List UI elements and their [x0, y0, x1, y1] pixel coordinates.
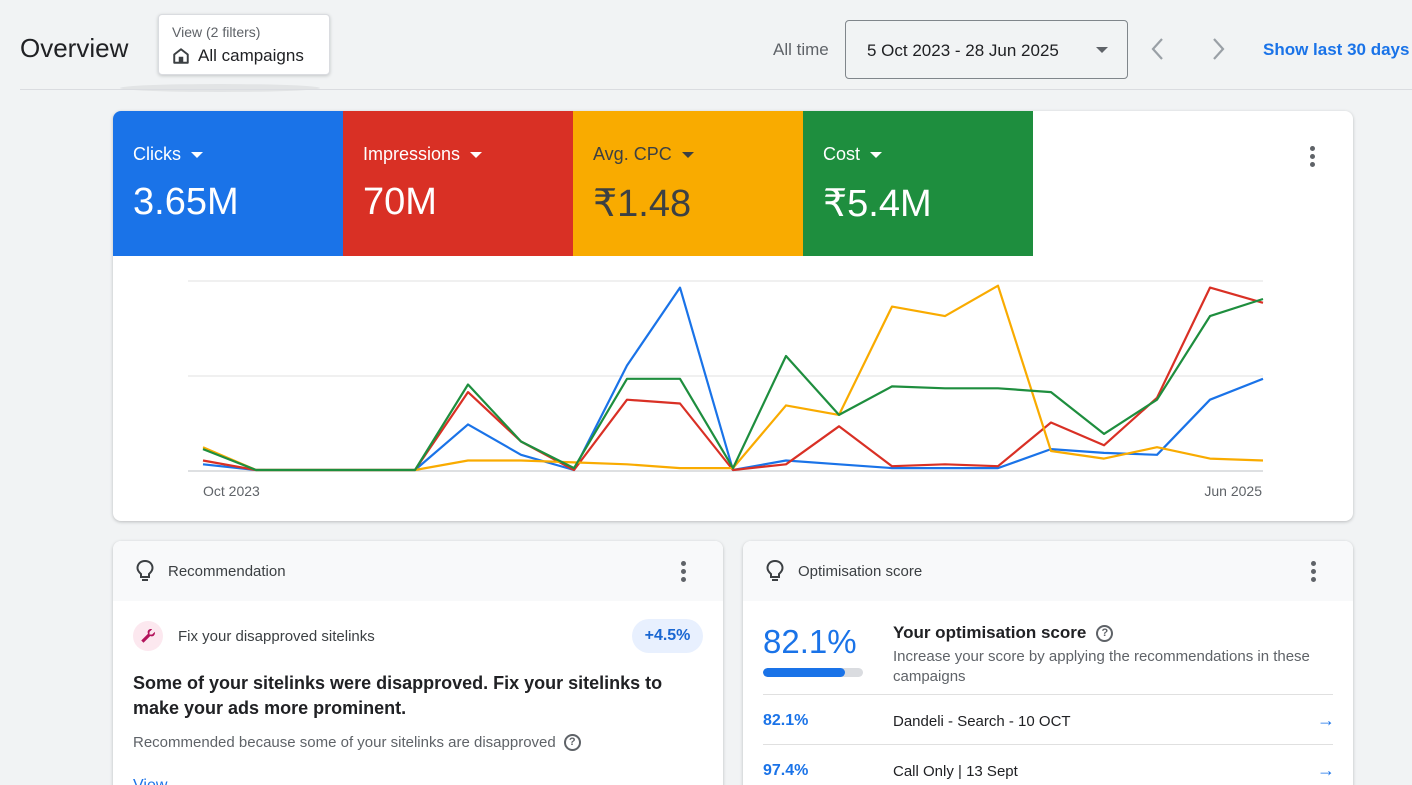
recommendation-headline: Some of your sitelinks were disapproved.… [133, 673, 663, 718]
metric-value: ₹1.48 [593, 183, 692, 225]
dropdown-caret-icon [470, 151, 483, 158]
page-title: Overview [20, 33, 129, 63]
all-time-label: All time [773, 40, 829, 59]
score-uplift-badge: +4.5% [632, 619, 703, 653]
more-options-icon[interactable] [681, 561, 687, 585]
metric-tile-impressions[interactable]: Impressions 70M [343, 111, 573, 256]
show-last-30-days-link[interactable]: Show last 30 days [1263, 40, 1410, 59]
your-score-title: Your optimisation score ? [893, 623, 1114, 643]
metric-label: Cost [823, 144, 883, 165]
date-range-text: 5 Oct 2023 - 28 Jun 2025 [867, 41, 1059, 60]
metric-label: Clicks [133, 144, 203, 165]
metric-tile-cost[interactable]: Cost ₹5.4M [803, 111, 1033, 256]
view-campaigns-label: All campaigns [198, 46, 304, 65]
card-header: Optimisation score [743, 541, 1353, 601]
more-options-icon[interactable] [1311, 561, 1317, 585]
dropdown-caret-icon [191, 151, 203, 158]
series-line-impressions [202, 286, 1264, 472]
view-main: All campaigns [172, 46, 304, 66]
view-filter-count: View (2 filters) [172, 24, 261, 40]
chevron-left-icon[interactable] [1146, 36, 1170, 62]
dropdown-caret-icon [1096, 47, 1108, 53]
date-range-picker[interactable]: 5 Oct 2023 - 28 Jun 2025 [845, 20, 1128, 79]
series-line-clicks [202, 286, 1264, 472]
row-divider [763, 744, 1333, 745]
optimisation-description: Increase your score by applying the reco… [893, 648, 1310, 685]
optimisation-score-card: Optimisation score 82.1% Your optimisati… [743, 541, 1353, 785]
help-icon[interactable]: ? [1096, 624, 1114, 642]
view-shadow [120, 84, 320, 92]
x-axis-start-label: Oct 2023 [203, 483, 260, 499]
recommendation-item-title: Fix your disapproved sitelinks [178, 628, 375, 645]
series-line-cost [202, 297, 1264, 472]
view-recommendation-link[interactable]: View [133, 777, 167, 785]
campaign-name[interactable]: Call Only | 13 Sept [893, 763, 1018, 780]
card-header: Recommendation [113, 541, 723, 601]
optimisation-score-bar-fill [763, 668, 846, 677]
metric-tile-avg-cpc[interactable]: Avg. CPC ₹1.48 [573, 111, 803, 256]
lightbulb-icon [766, 559, 784, 581]
campaign-score: 97.4% [763, 762, 809, 779]
series-line-avg-cpc [202, 284, 1264, 472]
dropdown-caret-icon [681, 151, 694, 158]
performance-chart-card: Clicks 3.65M Impressions 70M Avg. CPC ₹1… [113, 111, 1353, 521]
arrow-right-icon[interactable]: → [1317, 710, 1335, 730]
campaign-score: 82.1% [763, 712, 809, 729]
metric-value: 3.65M [133, 181, 239, 223]
chevron-right-icon[interactable] [1206, 36, 1230, 62]
card-title: Optimisation score [798, 563, 923, 580]
campaign-view-selector[interactable]: View (2 filters) All campaigns [158, 14, 330, 75]
metric-label: Avg. CPC [593, 144, 694, 165]
card-title: Recommendation [168, 563, 286, 580]
arrow-right-icon[interactable]: → [1317, 760, 1335, 780]
metric-value: 70M [363, 181, 437, 223]
performance-line-chart: Oct 2023 Jun 2025 [188, 280, 1264, 499]
optimisation-score-bar [763, 668, 863, 677]
x-axis-end-label: Jun 2025 [1204, 483, 1262, 499]
recommendation-card: Recommendation Fix your disapproved site… [113, 541, 723, 785]
metric-tile-clicks[interactable]: Clicks 3.65M [113, 111, 343, 256]
metric-label: Impressions [363, 144, 483, 165]
row-divider [763, 694, 1333, 695]
more-options-icon[interactable] [1310, 146, 1316, 170]
optimisation-score-value: 82.1% [763, 623, 857, 660]
help-icon[interactable]: ? [563, 734, 581, 751]
wrench-icon [133, 621, 163, 651]
dropdown-caret-icon [870, 151, 883, 158]
metric-value: ₹5.4M [823, 183, 932, 225]
lightbulb-icon [136, 559, 154, 581]
header-divider [20, 89, 1412, 90]
campaign-name[interactable]: Dandeli - Search - 10 OCT [893, 713, 1071, 730]
store-icon [173, 48, 189, 64]
recommendation-reason: Recommended because some of your sitelin… [133, 734, 581, 751]
page-header: Overview View (2 filters) All campaigns … [0, 0, 1412, 92]
